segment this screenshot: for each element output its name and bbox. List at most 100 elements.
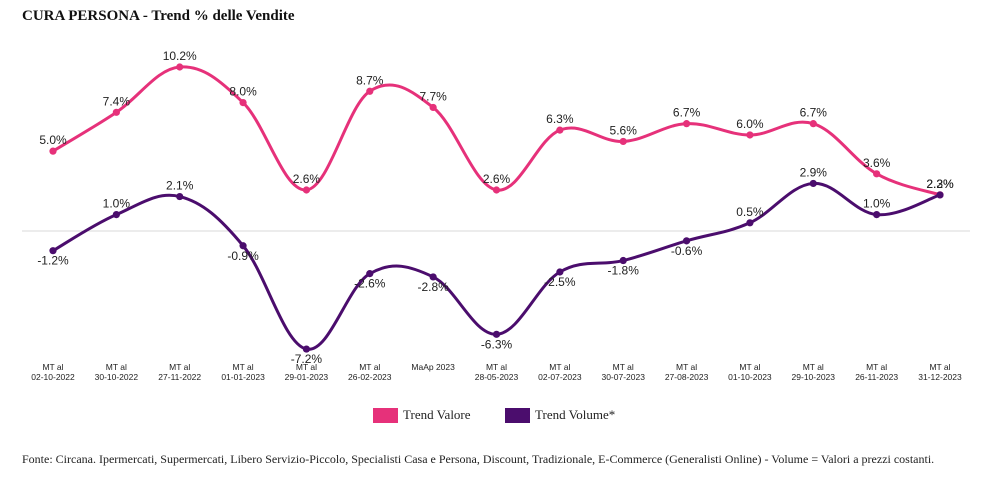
data-label-trend-volume: -2.8% bbox=[417, 280, 449, 294]
x-tick-label: 31-12-2023 bbox=[918, 372, 962, 382]
data-label-trend-valore: 2.6% bbox=[293, 172, 321, 186]
chart-legend: Trend Valore Trend Volume* bbox=[0, 407, 991, 429]
x-tick-label: MT al bbox=[359, 362, 380, 372]
x-tick-label: 29-10-2023 bbox=[792, 372, 836, 382]
x-tick-label: MT al bbox=[739, 362, 760, 372]
data-label-trend-volume: -0.6% bbox=[671, 244, 703, 258]
x-tick-label: MT al bbox=[42, 362, 63, 372]
data-label-trend-volume: -6.3% bbox=[481, 337, 513, 351]
data-label-trend-valore: 6.3% bbox=[546, 112, 574, 126]
x-tick-label: 26-11-2023 bbox=[855, 372, 898, 382]
x-tick-label: MT al bbox=[106, 362, 127, 372]
legend-label-trend-volume: Trend Volume* bbox=[535, 407, 616, 422]
x-tick-label: 27-11-2022 bbox=[158, 372, 201, 382]
x-tick-label: 27-08-2023 bbox=[665, 372, 709, 382]
source-note: Fonte: Circana. Ipermercati, Supermercat… bbox=[22, 452, 935, 466]
legend-swatch-trend-valore bbox=[373, 407, 398, 423]
x-tick-label: 30-10-2022 bbox=[95, 372, 139, 382]
data-point-trend-valore bbox=[873, 170, 881, 178]
line-chart: 5.0% 7.4% 10.2% 8.0% 2.6% 8.7% 7.7% 2.6% 6.3% 5.6… bbox=[22, 49, 970, 382]
series-line-trend-valore bbox=[52, 65, 941, 197]
x-tick-label: MT al bbox=[233, 362, 254, 372]
data-point-trend-valore bbox=[492, 186, 501, 194]
x-tick-label: MT al bbox=[296, 362, 317, 372]
data-point-trend-volume bbox=[682, 237, 691, 245]
data-point-trend-volume bbox=[873, 211, 881, 219]
data-point-trend-valore bbox=[366, 87, 374, 95]
data-label-trend-volume: -1.8% bbox=[608, 264, 640, 278]
legend-label-trend-valore: Trend Valore bbox=[403, 407, 471, 422]
legend-item-trend-volume[interactable]: Trend Volume* bbox=[505, 407, 615, 423]
x-tick-label: MT al bbox=[169, 362, 190, 372]
data-label-trend-volume: -0.9% bbox=[227, 249, 259, 263]
x-tick-label: 26-02-2023 bbox=[348, 372, 392, 382]
data-point-trend-volume bbox=[239, 242, 247, 250]
data-point-trend-volume bbox=[619, 256, 627, 265]
data-point-trend-volume bbox=[176, 192, 184, 201]
data-label-trend-valore: 6.7% bbox=[800, 106, 828, 120]
data-point-trend-volume bbox=[366, 270, 374, 278]
legend-item-trend-valore[interactable]: Trend Valore bbox=[373, 407, 471, 423]
data-label-trend-volume: -2.6% bbox=[354, 277, 386, 291]
data-point-trend-valore bbox=[176, 63, 184, 71]
data-label-trend-volume: -1.2% bbox=[37, 254, 69, 268]
data-label-trend-valore: 3.6% bbox=[863, 156, 891, 170]
data-point-trend-valore bbox=[302, 186, 311, 194]
data-label-trend-valore: 2.3% bbox=[926, 177, 954, 191]
data-point-trend-valore bbox=[809, 120, 817, 128]
data-point-trend-valore bbox=[112, 108, 120, 116]
data-point-trend-valore bbox=[682, 120, 691, 128]
data-label-trend-valore: 8.7% bbox=[356, 73, 384, 87]
data-label-trend-valore: 7.4% bbox=[103, 94, 131, 108]
data-point-trend-volume bbox=[556, 268, 564, 276]
x-tick-label: 01-01-2023 bbox=[221, 372, 265, 382]
data-point-trend-valore bbox=[619, 137, 627, 146]
data-label-trend-valore: 7.7% bbox=[419, 89, 447, 103]
x-tick-label: MT al bbox=[613, 362, 634, 372]
data-label-trend-valore: 2.6% bbox=[483, 172, 511, 186]
data-point-trend-valore bbox=[49, 147, 57, 155]
data-point-trend-volume bbox=[429, 273, 437, 281]
data-point-trend-volume bbox=[302, 345, 311, 353]
data-label-trend-volume: 0.5% bbox=[736, 205, 764, 219]
data-label-trend-volume: 2.1% bbox=[166, 179, 194, 193]
x-tick-label: MaAp 2023 bbox=[411, 362, 455, 372]
x-tick-label: MT al bbox=[929, 362, 950, 372]
data-label-trend-valore: 5.6% bbox=[610, 123, 638, 137]
data-label-trend-volume: 2.2% bbox=[926, 177, 954, 191]
data-point-trend-volume bbox=[49, 247, 57, 255]
data-point-trend-volume bbox=[112, 211, 120, 219]
data-label-trend-valore: 8.0% bbox=[229, 85, 257, 99]
x-tick-label: 29-01-2023 bbox=[285, 372, 329, 382]
x-tick-label: MT al bbox=[549, 362, 570, 372]
data-label-trend-valore: 6.0% bbox=[736, 117, 764, 131]
data-point-trend-valore bbox=[239, 99, 247, 107]
series-line-trend-volume bbox=[52, 181, 941, 351]
x-tick-label: 02-10-2022 bbox=[31, 372, 75, 382]
data-label-trend-valore: 5.0% bbox=[39, 133, 67, 147]
data-label-trend-volume: -2.5% bbox=[544, 275, 576, 289]
data-label-trend-volume: 2.9% bbox=[800, 165, 828, 179]
x-tick-label: 30-07-2023 bbox=[601, 372, 645, 382]
data-point-trend-valore bbox=[746, 131, 754, 139]
data-label-trend-volume: 1.0% bbox=[103, 197, 131, 211]
x-tick-label: 01-10-2023 bbox=[728, 372, 772, 382]
x-tick-label: MT al bbox=[486, 362, 507, 372]
chart-title: CURA PERSONA - Trend % delle Vendite bbox=[22, 8, 295, 24]
data-point-trend-valore bbox=[556, 126, 564, 134]
data-point-trend-volume bbox=[936, 191, 944, 199]
data-point-trend-volume bbox=[492, 330, 501, 338]
legend-swatch-trend-volume bbox=[505, 407, 530, 423]
data-point-trend-valore bbox=[429, 103, 437, 112]
data-point-trend-volume bbox=[746, 219, 754, 227]
x-tick-label: MT al bbox=[866, 362, 887, 372]
x-tick-label: 02-07-2023 bbox=[538, 372, 582, 382]
x-tick-label: MT al bbox=[676, 362, 697, 372]
data-label-trend-valore: 6.7% bbox=[673, 106, 701, 120]
x-tick-label: MT al bbox=[803, 362, 824, 372]
data-label-trend-volume: -7.2% bbox=[291, 352, 323, 366]
data-point-trend-volume bbox=[809, 179, 817, 188]
x-tick-label: 28-05-2023 bbox=[475, 372, 519, 382]
data-label-trend-valore: 10.2% bbox=[163, 49, 197, 63]
data-label-trend-volume: 1.0% bbox=[863, 197, 891, 211]
